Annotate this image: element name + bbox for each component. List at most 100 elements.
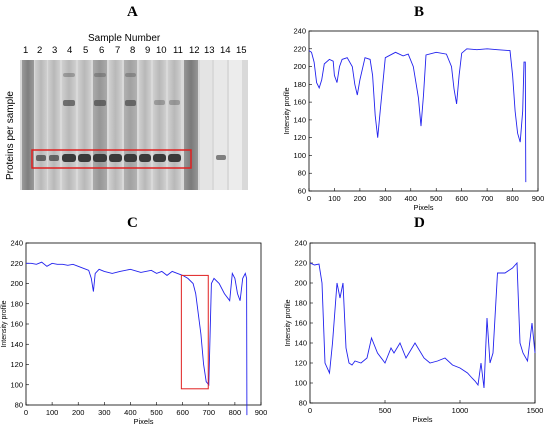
gel-band [109,154,122,162]
y-tick-label: 140 [293,115,306,124]
lane-number: 3 [52,45,58,56]
gel-band [153,154,166,162]
gel-band [139,154,151,162]
gel-band [78,154,91,162]
plot-frame [25,242,262,406]
lane-number: 6 [99,45,105,56]
x-tick-label: 200 [72,408,85,417]
gel-band [125,73,136,77]
x-axis-label: Pixels [413,203,433,212]
x-axis-label: Pixels [412,415,432,424]
y-axis-label: Intensity profile [1,300,8,347]
lane-number: 10 [156,45,167,56]
x-tick-label: 800 [229,408,242,417]
gel-lane [22,60,34,190]
x-tick-label: 300 [379,194,392,203]
x-tick-label: 600 [176,408,189,417]
chart-b: 0 100 200 300 400 500 600 700 800 900 60 80 100 120 14… [284,27,544,213]
x-tick-label: 1500 [527,406,544,415]
x-tick-label: 700 [481,194,494,203]
lane-number: 14 [220,45,231,56]
y-axis-label: Intensity profile [285,299,292,346]
x-tick-label: 0 [307,194,311,203]
y-tick-label: 240 [294,239,307,248]
lane-number: 4 [67,45,73,56]
y-tick-label: 100 [293,151,306,160]
target-band-highlight [31,149,192,169]
gel-band [124,154,137,162]
trough-highlight [180,274,209,390]
panel-label-c: C [127,215,138,231]
y-tick-label: 80 [298,169,306,178]
x-tick-label: 400 [405,194,418,203]
x-tick-label: 500 [430,194,443,203]
gel-band [94,73,106,77]
gel-band [63,73,75,77]
y-tick-label: 200 [10,279,23,288]
gel-band [62,154,76,162]
plot-frame [308,30,539,192]
lane-number: 7 [115,45,121,56]
y-tick-label: 80 [15,401,23,410]
x-tick-label: 0 [24,408,28,417]
panel-label-b: B [414,4,425,20]
y-tick-label: 220 [294,259,307,268]
y-tick-label: 60 [298,187,306,196]
x-tick-label: 0 [308,406,312,415]
intensity-line [26,261,248,416]
chart-d: 0 500 1000 1500 80 100 120 140 160 180 200 220 240 Pi… [285,239,543,425]
lane-number: 15 [236,45,247,56]
gel-band [36,155,46,161]
y-tick-label: 160 [294,319,307,328]
y-tick-label: 120 [294,359,307,368]
lane-numbers: 1 2 3 4 5 6 7 8 9 10 11 12 13 14 15 [0,45,250,59]
gel-band [125,100,136,106]
lane-number: 5 [83,45,89,56]
y-tick-label: 220 [293,44,306,53]
y-tick-label: 240 [10,239,23,248]
intensity-line [309,261,536,389]
lane-number: 12 [189,45,200,56]
gel-band [169,100,180,105]
y-tick-label: 140 [10,340,23,349]
y-tick-label: 180 [294,299,307,308]
lane-number: 13 [204,45,215,56]
y-tick-label: 80 [299,399,307,408]
y-tick-label: 180 [10,299,23,308]
x-tick-label: 800 [506,194,519,203]
gel-band [154,100,165,105]
gel-band [94,100,106,106]
x-tick-label: 900 [532,194,545,203]
gel-band [168,154,181,162]
x-tick-label: 200 [354,194,367,203]
x-tick-label: 500 [379,406,392,415]
gel-band [216,155,226,160]
gel-lane [229,60,242,190]
x-tick-label: 500 [150,408,163,417]
y-tick-label: 240 [293,27,306,36]
y-tick-label: 200 [294,279,307,288]
x-tick-label: 1000 [452,406,469,415]
y-tick-label: 120 [10,360,23,369]
gel-title: Sample Number [88,33,161,44]
x-tick-label: 700 [203,408,216,417]
y-tick-label: 200 [293,62,306,71]
gel-band [49,155,59,161]
y-tick-label: 160 [293,98,306,107]
y-tick-label: 140 [294,339,307,348]
panel-label-d: D [414,215,425,231]
y-tick-label: 100 [294,379,307,388]
y-tick-label: 100 [10,380,23,389]
y-axis-label: Intensity profile [284,87,291,134]
x-tick-label: 100 [46,408,59,417]
x-tick-label: 600 [455,194,468,203]
y-tick-label: 220 [10,259,23,268]
lane-number: 8 [130,45,136,56]
panel-label-a: A [127,4,138,20]
x-tick-label: 100 [328,194,341,203]
lane-number: 9 [145,45,151,56]
x-tick-label: 400 [124,408,137,417]
x-tick-label: 300 [98,408,111,417]
